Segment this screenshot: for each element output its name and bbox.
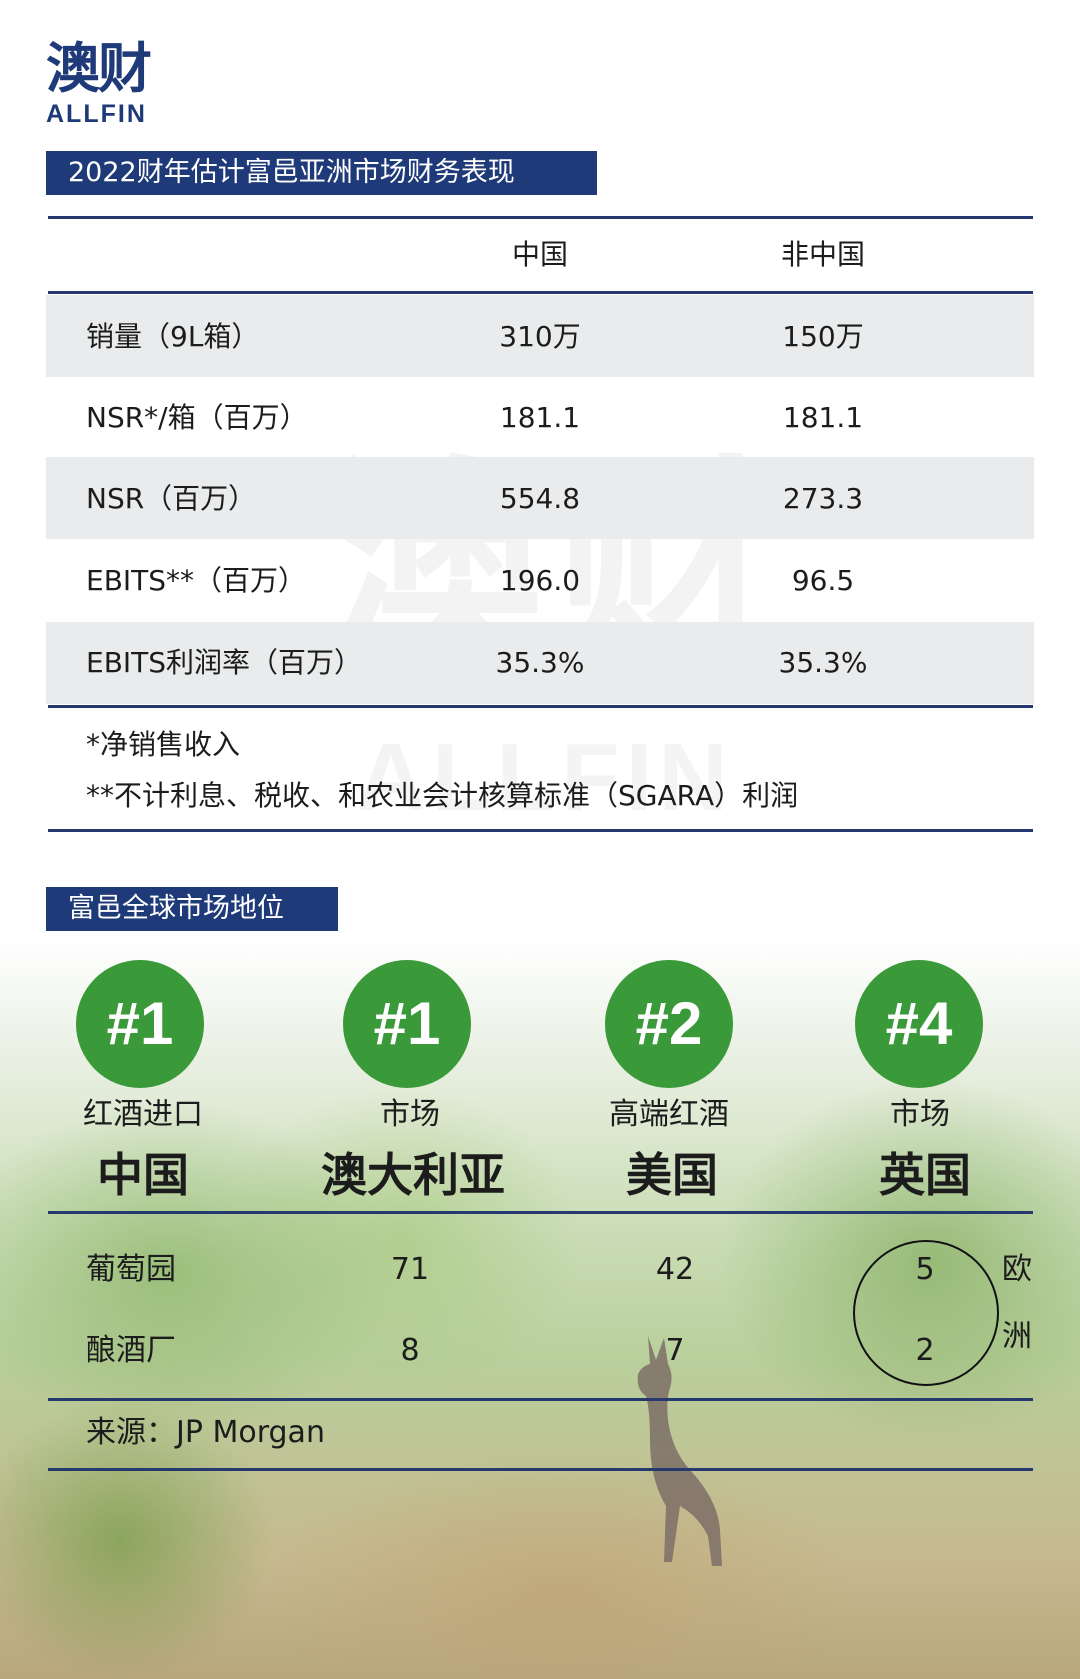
wineries-label: 酿酒厂 (86, 1333, 176, 1368)
cell-nsr-per-case-non-china: 181.1 (782, 401, 864, 434)
table-bottom-rule (48, 705, 1033, 708)
vineyards-usa: 42 (655, 1252, 695, 1287)
row-label-nsr: NSR（百万） (86, 482, 257, 515)
row-shade (46, 622, 1034, 704)
vineyards-australia: 71 (390, 1252, 430, 1287)
market-bottom-rule (48, 1468, 1033, 1471)
market-middle-rule (48, 1398, 1033, 1401)
region-uk: 英国 (879, 1148, 971, 1202)
watermark-en: ALLFIN (356, 724, 734, 831)
wineries-australia: 8 (400, 1333, 420, 1368)
cell-ebits-non-china: 96.5 (791, 564, 855, 597)
wineries-usa: 7 (665, 1333, 685, 1368)
table-header-rule (48, 291, 1033, 294)
footnote-ebits: **不计利息、税收、和农业会计核算标准（SGARA）利润 (86, 779, 799, 812)
region-china: 中国 (97, 1148, 189, 1202)
cell-nsr-per-case-china: 181.1 (499, 401, 581, 434)
caption-australia: 市场 (380, 1097, 440, 1132)
source-note: 来源：JP Morgan (86, 1415, 325, 1450)
cell-nsr-non-china: 273.3 (782, 482, 864, 515)
market-top-rule (48, 1211, 1033, 1214)
rank-badge-uk: #4 (855, 960, 983, 1088)
rank-badge-usa: #2 (605, 960, 733, 1088)
region-usa: 美国 (626, 1148, 718, 1202)
caption-uk: 市场 (890, 1097, 950, 1132)
logo-en: ALLFIN (46, 100, 147, 128)
cell-volume-non-china: 150万 (782, 320, 864, 353)
region-australia: 澳大利亚 (321, 1148, 505, 1202)
table-top-rule (48, 216, 1033, 219)
cell-ebits-china: 196.0 (499, 564, 581, 597)
logo-cn: 澳财 (46, 37, 152, 100)
row-shade (46, 457, 1034, 539)
row-shade (46, 295, 1034, 377)
row-label-volume: 销量（9L箱） (86, 320, 260, 353)
cell-nsr-china: 554.8 (499, 482, 581, 515)
rank-badge-australia: #1 (343, 960, 471, 1088)
footnote-nsr: *净销售收入 (86, 728, 241, 761)
cell-ebits-margin-non-china: 35.3% (778, 646, 868, 679)
cell-volume-china: 310万 (499, 320, 581, 353)
column-header-non-china: 非中国 (780, 238, 865, 271)
row-label-nsr-per-case: NSR*/箱（百万） (86, 401, 308, 434)
europe-label-2: 洲 (1002, 1319, 1032, 1354)
column-header-china: 中国 (511, 238, 568, 271)
row-label-ebits: EBITS**（百万） (86, 564, 307, 597)
notes-bottom-rule (48, 829, 1033, 832)
financial-section-title: 2022财年估计富邑亚洲市场财务表现 (46, 151, 597, 195)
europe-label-1: 欧 (1002, 1252, 1032, 1287)
caption-usa: 高端红酒 (609, 1097, 729, 1132)
cell-ebits-margin-china: 35.3% (495, 646, 585, 679)
kangaroo-image (637, 1336, 722, 1566)
market-section-title: 富邑全球市场地位 (46, 887, 338, 931)
vineyards-label: 葡萄园 (86, 1252, 176, 1287)
europe-highlight-circle (853, 1240, 999, 1386)
row-label-ebits-margin: EBITS利润率（百万） (86, 646, 363, 679)
rank-badge-china: #1 (76, 960, 204, 1088)
caption-china: 红酒进口 (83, 1097, 203, 1132)
